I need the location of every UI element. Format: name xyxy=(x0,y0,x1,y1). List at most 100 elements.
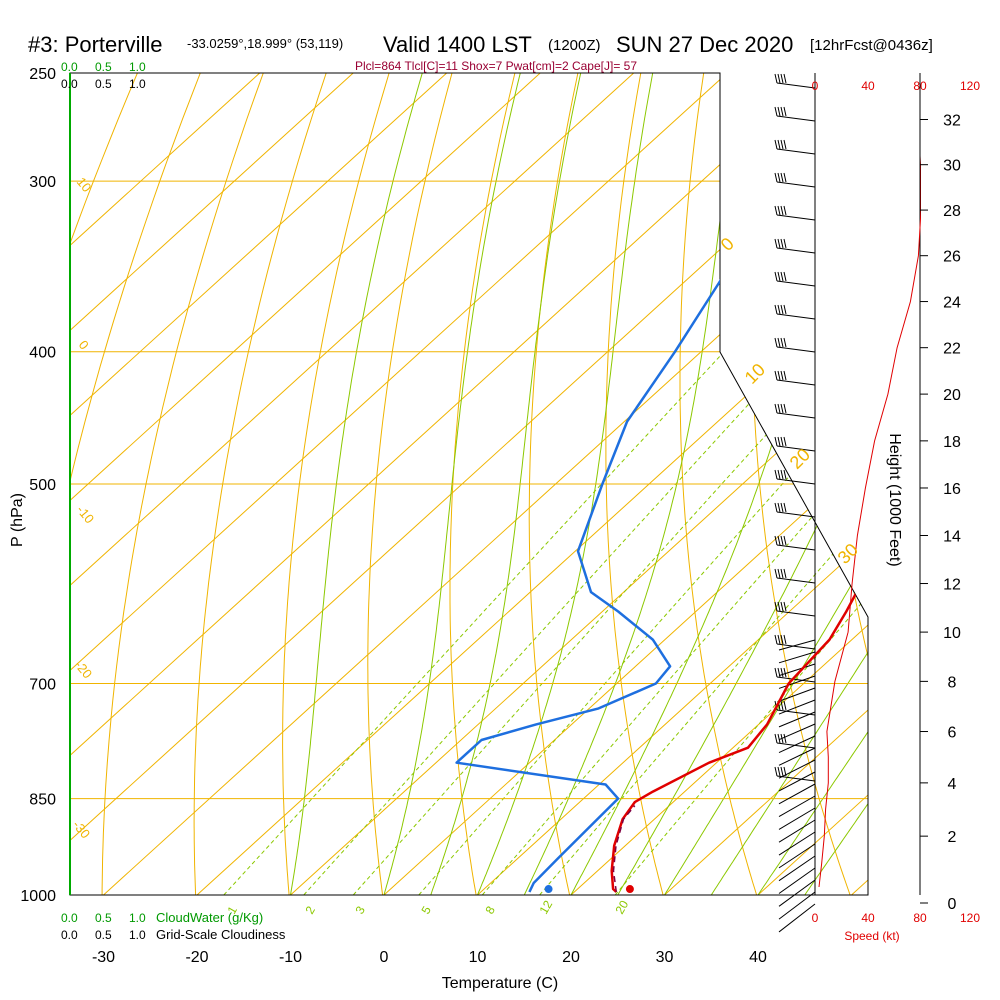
wind-barb-staff xyxy=(778,831,816,856)
valid-date: SUN 27 Dec 2020 xyxy=(616,32,793,57)
wind-barb-flag xyxy=(780,73,784,84)
wind-barb-staff xyxy=(778,687,816,702)
wind-barb-staff xyxy=(778,795,816,818)
wind-barb-flag xyxy=(780,172,784,183)
wind-barb-staff xyxy=(776,478,816,485)
dry-adiabat xyxy=(70,73,149,895)
wind-barb-flag xyxy=(783,139,787,150)
wind-barb-flag xyxy=(783,568,787,579)
wind-barb-flag xyxy=(777,502,781,513)
wind-barb-staff xyxy=(778,807,816,830)
temperature-line xyxy=(610,107,868,893)
wind-barb-staff xyxy=(778,819,816,843)
wind-barb-flag xyxy=(780,634,784,645)
wind-barb-staff xyxy=(778,867,816,894)
wind-barb-flag xyxy=(783,601,787,612)
height-tick-label: 16 xyxy=(943,481,961,498)
dry-adiabat-label: -10 xyxy=(74,502,98,526)
wind-barb-staff xyxy=(778,903,816,933)
wind-barb-flag xyxy=(777,601,781,612)
height-tick-label: 24 xyxy=(943,295,961,312)
wind-barb-flag xyxy=(774,469,778,480)
wind-barb-flag xyxy=(783,403,787,414)
wind-barb-staff xyxy=(776,346,816,353)
cw-scale-bottom-1: 0.5 xyxy=(95,911,112,925)
isotherm-line xyxy=(70,73,354,895)
wind-barb-flag xyxy=(780,535,784,546)
x-tick-label: 10 xyxy=(469,949,487,966)
dry-adiabat xyxy=(751,73,862,895)
dewpoint-line xyxy=(455,107,784,893)
moist-adiabat xyxy=(617,73,868,895)
x-tick-label: -30 xyxy=(92,949,115,966)
wind-barb-flag xyxy=(780,403,784,414)
x-tick-label: 0 xyxy=(380,949,389,966)
wind-barb-flag xyxy=(780,238,784,249)
wind-barb-flag xyxy=(774,568,778,579)
wind-barb-flag xyxy=(774,436,778,447)
wind-barb-flag xyxy=(774,337,778,348)
speed-top-0: 0 xyxy=(812,79,819,93)
cl-scale-1: 0.5 xyxy=(95,77,112,91)
height-tick-label: 10 xyxy=(943,625,961,642)
p-tick-label: 300 xyxy=(29,174,56,191)
speed-top-80: 80 xyxy=(913,79,927,93)
wind-barb-staff xyxy=(776,742,816,749)
x-tick-label: 40 xyxy=(749,949,767,966)
speed-bottom-120: 120 xyxy=(960,911,980,925)
wind-barb-staff xyxy=(778,699,816,715)
wind-barb-flag xyxy=(774,73,778,84)
moist-adiabat-label: 20 xyxy=(786,445,814,473)
height-tick-label: 2 xyxy=(948,829,957,846)
wind-barb-staff xyxy=(778,843,816,869)
cl-scale-2: 1.0 xyxy=(129,77,146,91)
isotherm-line xyxy=(70,73,448,895)
height-tick-label: 4 xyxy=(948,776,957,793)
sounding-params: Plcl=864 Tlcl[C]=11 Shox=7 Pwat[cm]=2 Ca… xyxy=(355,59,637,73)
wind-barb-flag xyxy=(780,436,784,447)
height-tick-label: 8 xyxy=(948,674,957,691)
mixing-ratio-label: 20 xyxy=(612,898,631,917)
height-tick-label: 18 xyxy=(943,434,961,451)
surface-dewpoint-point xyxy=(544,885,553,894)
wind-barb-staff xyxy=(778,735,816,753)
cw-scale-2: 1.0 xyxy=(129,60,146,74)
wind-barb-staff xyxy=(778,879,816,907)
cloud-scales: 0.0 0.5 1.0 0.0 0.5 1.0 0.0 0.5 1.0 Clou… xyxy=(61,60,286,942)
wind-barb-flag xyxy=(777,436,781,447)
wind-barb-staff xyxy=(776,313,816,320)
wind-barb-flag xyxy=(774,172,778,183)
wind-barb-flag xyxy=(777,733,781,744)
speed-line xyxy=(818,155,921,888)
cw-scale-1: 0.5 xyxy=(95,60,112,74)
wind-barb-flag xyxy=(777,337,781,348)
valid-utc: (1200Z) xyxy=(548,37,601,54)
wind-barb-flag xyxy=(780,106,784,117)
wind-barb-flag xyxy=(783,205,787,216)
cl-scale-0: 0.0 xyxy=(61,77,78,91)
cloudwater-label: CloudWater (g/Kg) xyxy=(156,910,263,925)
wind-barb-flag xyxy=(783,436,787,447)
isotherm-line xyxy=(70,73,261,895)
wind-barb-flag xyxy=(774,766,778,777)
height-tick-label: 0 xyxy=(948,896,957,913)
wind-barb-flag xyxy=(783,73,787,84)
speed-bottom-80: 80 xyxy=(913,911,927,925)
axes: -30 -20 -10 0 10 20 30 402503004005007008501000… xyxy=(20,66,961,966)
height-tick-label: 32 xyxy=(943,113,961,130)
mixing-ratio-label: 8 xyxy=(482,903,498,916)
wind-barb-flag xyxy=(780,139,784,150)
speed-axis-title: Speed (kt) xyxy=(844,929,899,943)
wind-barb-staff xyxy=(778,675,816,689)
wind-barb-flag xyxy=(774,403,778,414)
wind-barb-staff xyxy=(776,148,816,155)
dry-adiabat xyxy=(955,49,1000,924)
wind-barb-staff xyxy=(776,214,816,221)
height-tick-label: 22 xyxy=(943,341,961,358)
station-title: #3: Porterville xyxy=(28,32,163,57)
thermo-grid xyxy=(70,49,1000,924)
wind-barb-flag xyxy=(774,733,778,744)
wind-barb-staff xyxy=(778,639,816,651)
isotherm-line xyxy=(851,73,868,895)
